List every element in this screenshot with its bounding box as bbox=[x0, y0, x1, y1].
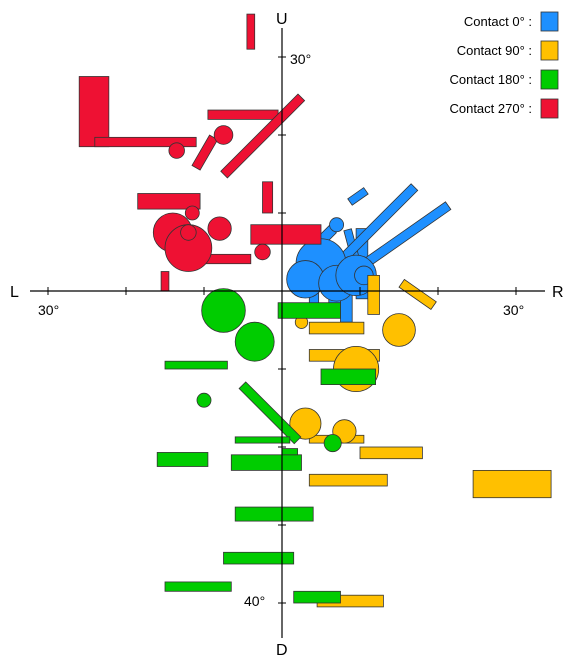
series-2-bar-5 bbox=[156, 452, 209, 467]
legend-swatch-3 bbox=[540, 98, 559, 119]
legend-label-1: Contact 90° : bbox=[457, 43, 532, 58]
series-2-point-1 bbox=[234, 321, 275, 362]
axis-label-left: L bbox=[10, 284, 19, 301]
series-3-bar-7 bbox=[262, 181, 274, 214]
series-1 bbox=[289, 274, 552, 608]
series-2-bar-6 bbox=[230, 454, 302, 471]
series-3-bar-0 bbox=[78, 76, 110, 148]
series-3-bar-2 bbox=[207, 109, 279, 120]
series-3-point-6 bbox=[180, 224, 197, 241]
series-2-bar-3 bbox=[238, 381, 302, 445]
chart-marks bbox=[78, 13, 552, 608]
series-0-bar-7 bbox=[361, 201, 452, 269]
series-2-bar-8 bbox=[223, 551, 295, 565]
legend-label-3: Contact 270° : bbox=[449, 101, 532, 116]
series-3-bar-1 bbox=[94, 136, 197, 148]
series-3 bbox=[78, 13, 322, 292]
series-1-bar-6 bbox=[308, 473, 388, 487]
series-3-bar-6 bbox=[137, 193, 201, 210]
series-2-point-0 bbox=[201, 288, 246, 333]
series-2-point-2 bbox=[196, 392, 212, 408]
series-3-point-4 bbox=[213, 125, 234, 145]
tick-label-right-30: 30° bbox=[503, 302, 524, 318]
series-0-bar-1 bbox=[347, 187, 369, 206]
series-3-bar-3 bbox=[246, 13, 256, 50]
legend: Contact 0° : Contact 90° : Contact 180° : C… bbox=[449, 11, 559, 119]
series-2 bbox=[156, 288, 376, 604]
legend-label-2: Contact 180° : bbox=[449, 72, 532, 87]
axis-ticks bbox=[47, 56, 517, 604]
series-1-bar-1 bbox=[367, 274, 380, 315]
series-3-point-2 bbox=[207, 216, 232, 241]
series-2-bar-4 bbox=[234, 436, 291, 444]
series-3-point-3 bbox=[184, 205, 200, 221]
series-2-bar-1 bbox=[320, 368, 376, 386]
series-0-point-1 bbox=[286, 260, 325, 299]
series-1-point-0 bbox=[382, 313, 416, 347]
axis-label-right: R bbox=[552, 284, 564, 301]
series-3-point-5 bbox=[168, 142, 185, 159]
series-1-bar-0 bbox=[398, 278, 437, 311]
legend-swatch-2 bbox=[540, 69, 559, 90]
series-3-bar-4 bbox=[191, 134, 219, 171]
series-3-bar-5 bbox=[220, 93, 306, 179]
series-1-bar-2 bbox=[308, 321, 365, 335]
series-2-bar-7 bbox=[234, 506, 314, 522]
series-2-bar-2 bbox=[164, 360, 228, 370]
series-3-point-7 bbox=[254, 243, 271, 261]
tick-label-down-40: 40° bbox=[244, 593, 265, 609]
series-2-bar-11 bbox=[281, 448, 299, 456]
legend-swatch-0 bbox=[540, 11, 559, 32]
series-1-point-2 bbox=[289, 407, 322, 440]
axis-label-down: D bbox=[276, 642, 288, 657]
series-1-bar-5 bbox=[359, 446, 423, 460]
legend-label-0: Contact 0° : bbox=[464, 14, 532, 29]
axis-label-up: U bbox=[276, 11, 288, 28]
series-1-bar-7 bbox=[472, 469, 552, 499]
series-2-bar-0 bbox=[277, 302, 341, 319]
legend-swatch-1 bbox=[540, 40, 559, 61]
tick-label-left-30: 30° bbox=[38, 302, 59, 318]
series-0 bbox=[286, 183, 452, 323]
tick-label-up-30: 30° bbox=[290, 51, 311, 67]
series-3-bar-8 bbox=[250, 224, 322, 245]
series-3-bar-10 bbox=[160, 271, 170, 292]
series-0-point-4 bbox=[329, 217, 345, 233]
series-3-bar-9 bbox=[203, 253, 252, 265]
series-2-point-3 bbox=[323, 434, 342, 453]
series-2-bar-9 bbox=[164, 581, 232, 592]
series-2-bar-10 bbox=[293, 590, 341, 604]
